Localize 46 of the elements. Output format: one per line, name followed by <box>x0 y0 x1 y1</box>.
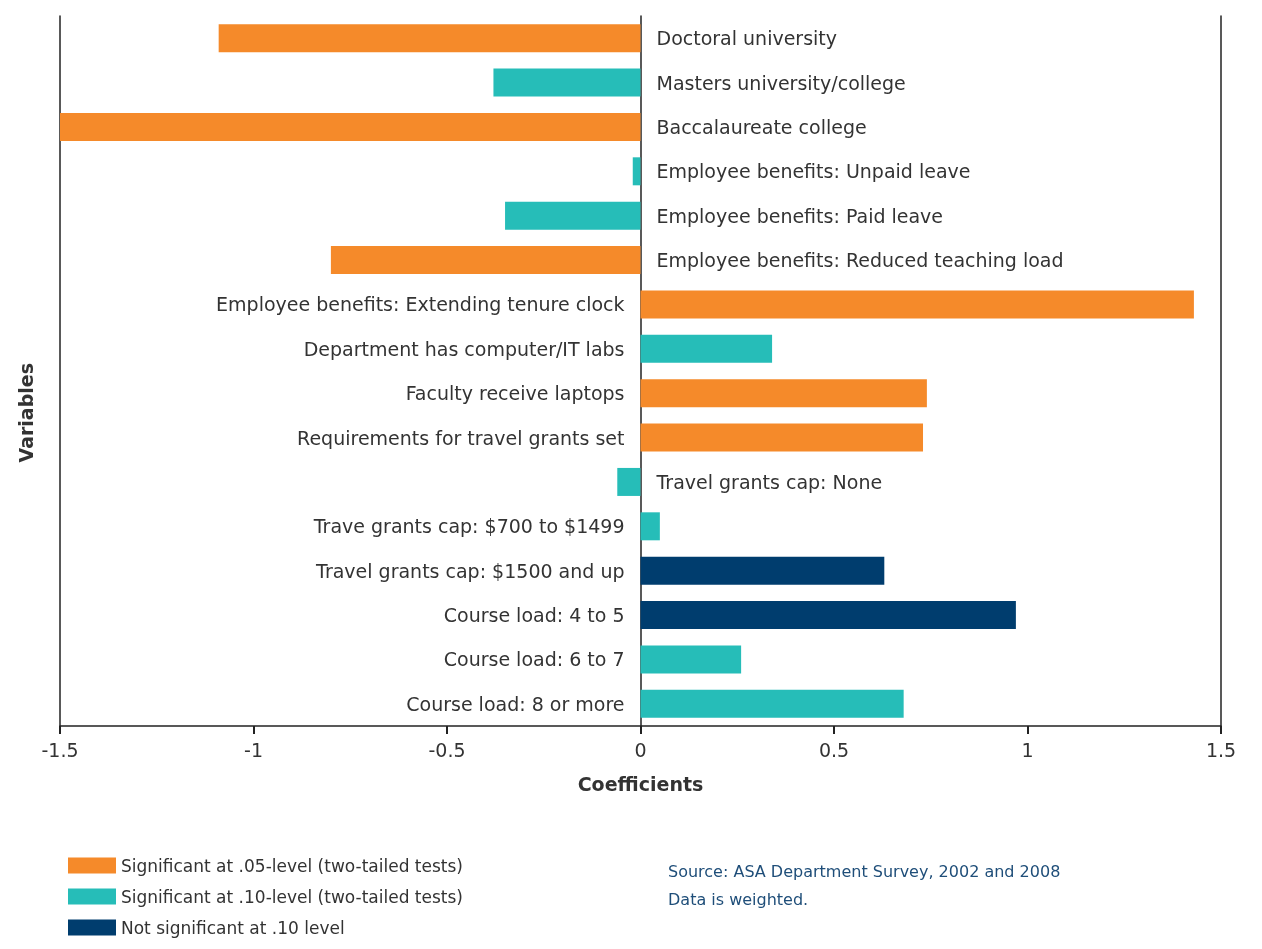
x-tick-label: -0.5 <box>428 738 466 761</box>
bar <box>640 645 742 674</box>
y-tick-label: Baccalaureate college <box>656 115 867 138</box>
bar <box>640 379 927 408</box>
x-axis-title: Coefficients <box>577 772 704 795</box>
bar <box>640 601 1016 630</box>
bar <box>640 290 1194 319</box>
bar <box>493 68 641 97</box>
y-tick-label: Employee benefits: Paid leave <box>656 204 944 227</box>
bar <box>505 201 641 230</box>
source-note: Source: ASA Department Survey, 2002 and 2008 <box>668 861 1061 881</box>
legend-label: Significant at .10-level (two-tailed tests) <box>121 886 463 907</box>
y-tick-label: Trave grants cap: $700 to $1499 <box>312 515 625 538</box>
text: Data is weighted. <box>668 889 809 909</box>
y-axis-title: Variables <box>14 363 37 463</box>
y-tick-label: Course load: 6 to 7 <box>443 648 625 671</box>
y-tick-label: Employee benefits: Extending tenure clock <box>216 293 625 316</box>
y-tick-label: Requirements for travel grants set <box>297 426 625 449</box>
y-tick-label: Department has computer/IT labs <box>303 337 625 360</box>
x-tick-label: 0 <box>634 738 647 761</box>
bar <box>330 246 641 275</box>
y-tick-label: Faculty receive laptops <box>405 382 625 405</box>
x-tick-label: 1 <box>1021 738 1034 761</box>
legend-label: Significant at .05-level (two-tailed tests) <box>121 855 463 876</box>
y-tick-label: Doctoral university <box>656 27 838 50</box>
y-tick-label: Travel grants cap: $1500 and up <box>315 559 625 582</box>
bar <box>640 512 660 541</box>
y-tick-label: Travel grants cap: None <box>655 470 883 493</box>
bar <box>640 556 885 585</box>
y-tick-label: Course load: 8 or more <box>406 692 625 715</box>
bar <box>617 467 641 496</box>
x-tick-label: -1 <box>244 738 263 761</box>
bar <box>640 689 904 718</box>
bar <box>218 24 641 53</box>
bar <box>640 334 773 363</box>
y-tick-label: Course load: 4 to 5 <box>443 604 625 627</box>
legend-label: Not significant at .10 level <box>121 917 345 938</box>
y-tick-label: Employee benefits: Reduced teaching load <box>656 249 1064 272</box>
bar <box>640 423 924 452</box>
y-tick-label: Masters university/college <box>656 71 906 94</box>
x-tick-label: 1.5 <box>1205 738 1237 761</box>
x-tick-label: 0.5 <box>818 738 850 761</box>
y-tick-label: Employee benefits: Unpaid leave <box>656 160 971 183</box>
bar <box>60 112 641 141</box>
bar <box>632 157 641 186</box>
x-tick-label: -1.5 <box>41 738 79 761</box>
